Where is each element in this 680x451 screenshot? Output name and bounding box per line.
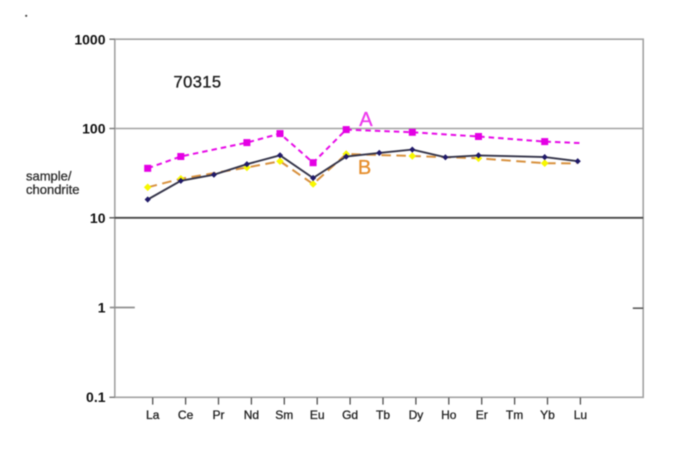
svg-text:A: A bbox=[359, 109, 373, 131]
svg-text:100: 100 bbox=[82, 121, 106, 137]
svg-text:Ho: Ho bbox=[441, 408, 457, 422]
svg-text:1: 1 bbox=[98, 300, 106, 316]
svg-text:sample/: sample/ bbox=[26, 168, 72, 183]
svg-text:Lu: Lu bbox=[574, 408, 587, 422]
svg-text:70315: 70315 bbox=[174, 74, 222, 92]
svg-text:Tm: Tm bbox=[506, 408, 523, 422]
svg-text:Sm: Sm bbox=[275, 408, 293, 422]
svg-text:Dy: Dy bbox=[409, 408, 424, 422]
svg-text:Gd: Gd bbox=[342, 408, 358, 422]
svg-text:B: B bbox=[358, 157, 371, 179]
svg-text:La: La bbox=[146, 408, 160, 422]
svg-text:chondrite: chondrite bbox=[26, 182, 79, 197]
svg-text:Yb: Yb bbox=[540, 408, 555, 422]
svg-text:Ce: Ce bbox=[178, 408, 194, 422]
svg-text:1000: 1000 bbox=[74, 31, 105, 47]
svg-text:0.1: 0.1 bbox=[86, 389, 106, 405]
svg-text:Nd: Nd bbox=[244, 408, 259, 422]
svg-text:Eu: Eu bbox=[310, 408, 325, 422]
svg-text:10: 10 bbox=[90, 210, 106, 226]
svg-text:Pr: Pr bbox=[213, 408, 225, 422]
svg-text:Tb: Tb bbox=[376, 408, 390, 422]
svg-text:Er: Er bbox=[476, 408, 488, 422]
